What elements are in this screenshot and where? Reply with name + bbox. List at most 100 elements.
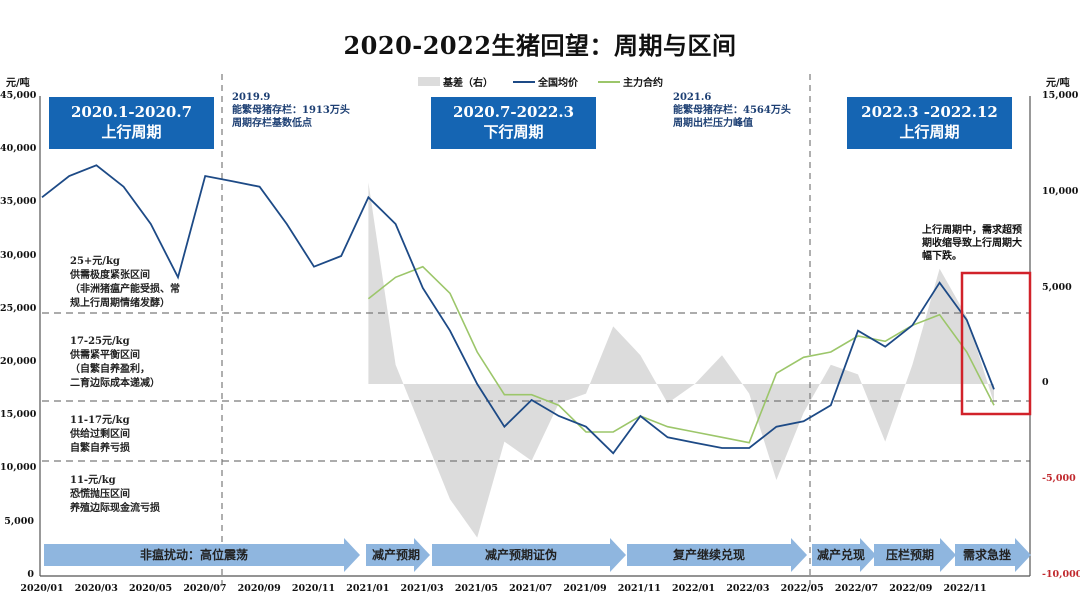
- x-tick: 2020/07: [183, 583, 227, 594]
- phase-arrow-2: 减产预期: [366, 538, 430, 572]
- phase-label: 减产预期证伪: [484, 548, 557, 562]
- note-line: 周期出栏压力峰值: [673, 118, 753, 129]
- chart-title: 2020-2022生猪回望：周期与区间: [343, 31, 737, 60]
- phase-label: 非瘟扰动：高位震荡: [139, 548, 248, 562]
- futures-line-icon: [598, 80, 620, 83]
- zone-note-balance: 17-25元/kg 供需紧平衡区间 （自繁自养盈利， 二育边际成本递减）: [70, 335, 160, 391]
- zone-name: 供给过剩区间: [70, 429, 130, 440]
- x-tick: 2021/11: [617, 583, 661, 594]
- note-2019: 2019.9 能繁母猪存栏：1913万头 周期存栏基数低点: [232, 91, 350, 130]
- zone-price: 17-25元/kg: [70, 336, 130, 347]
- zone-price: 11-元/kg: [70, 475, 116, 486]
- right-tick: 10,000: [1042, 185, 1079, 197]
- phase-label: 减产兑现: [816, 548, 865, 562]
- x-tick: 2021/09: [563, 583, 607, 594]
- zone-desc: 规上行周期情绪发酵）: [70, 298, 170, 309]
- phase-arrow-3: 减产预期证伪: [432, 538, 626, 572]
- note-line: 周期存栏基数低点: [232, 118, 312, 129]
- right-tick: 0: [1042, 377, 1049, 389]
- national-line-icon: [513, 80, 535, 83]
- x-tick: 2020/01: [20, 583, 64, 594]
- note-2021: 2021.6 能繁母猪存栏：4564万头 周期出栏压力峰值: [673, 91, 791, 130]
- left-tick: 15,000: [0, 409, 37, 421]
- cycle-range: 2020.7-2022.3: [452, 103, 575, 121]
- note-line: 能繁母猪存栏：4564万头: [673, 105, 791, 116]
- x-tick: 2022/01: [672, 583, 716, 594]
- callout-note: 上行周期中，需求超预期收缩导致上行周期大幅下跌。: [922, 225, 1022, 262]
- x-tick: 2020/09: [237, 583, 281, 594]
- left-tick: 25,000: [0, 302, 37, 314]
- right-tick: -5,000: [1042, 473, 1076, 485]
- basis-swatch-icon: [418, 77, 440, 86]
- left-tick: 10,000: [0, 462, 37, 474]
- x-tick: 2022/09: [889, 583, 933, 594]
- cycle-label: 上行周期: [899, 123, 960, 141]
- zone-price: 11-17元/kg: [70, 415, 130, 426]
- cycle-range: 2020.1-2020.7: [70, 103, 193, 121]
- national-line: [41, 164, 995, 455]
- x-tick: 2022/07: [834, 583, 879, 594]
- phase-arrow-1: 非瘟扰动：高位震荡: [44, 538, 360, 572]
- right-tick: 15,000: [1042, 90, 1079, 101]
- left-tick: 0: [27, 568, 34, 580]
- phase-label: 减产预期: [371, 548, 420, 562]
- highlight-box: [960, 271, 1032, 416]
- zone-lines: [42, 312, 1030, 462]
- x-tick: 2022/03: [726, 583, 770, 594]
- legend-basis-label: 基差（右）: [443, 78, 493, 89]
- cycle-box-2: 2020.7-2022.3 下行周期: [431, 97, 596, 149]
- x-tick: 2020/05: [129, 583, 173, 594]
- zone-name: 供需极度紧张区间: [70, 270, 150, 281]
- phase-label: 需求急挫: [962, 548, 1011, 562]
- x-tick: 2021/03: [400, 583, 444, 594]
- x-tick: 2021/01: [346, 583, 390, 594]
- zone-note-tight: 25+元/kg 供需极度紧张区间 （非洲猪瘟产能受损、常 规上行周期情绪发酵）: [70, 255, 180, 311]
- right-tick: 5,000: [1042, 281, 1072, 293]
- right-axis-unit: 元/吨: [1046, 78, 1070, 89]
- cycle-range: 2022.3 -2022.12: [861, 103, 998, 121]
- x-tick: 2021/07: [509, 583, 553, 594]
- legend-national-label: 全国均价: [538, 78, 578, 89]
- note-line: 能繁母猪存栏：1913万头: [232, 105, 350, 116]
- left-tick: 45,000: [0, 90, 37, 101]
- legend-national: 全国均价: [513, 74, 578, 89]
- x-tick: 2020/11: [291, 583, 336, 594]
- right-tick: -10,000: [1042, 569, 1080, 580]
- zone-note-surplus: 11-17元/kg 供给过剩区间 自繁自养亏损: [70, 414, 130, 456]
- zone-name: 恐慌抛压区间: [70, 489, 130, 500]
- cycle-label: 上行周期: [101, 123, 162, 141]
- left-tick: 20,000: [0, 356, 37, 367]
- x-tick: 2020/03: [74, 583, 118, 594]
- zone-desc: （非洲猪瘟产能受损、常: [70, 284, 180, 295]
- left-axis-unit: 元/吨: [6, 78, 30, 89]
- zone-desc: 二育边际成本递减）: [70, 378, 160, 389]
- legend-futures-label: 主力合约: [623, 78, 663, 89]
- cycle-label: 下行周期: [483, 123, 544, 141]
- phase-label: 复产继续兑现: [672, 548, 745, 562]
- futures-line: [367, 265, 995, 444]
- basis-area: [368, 182, 994, 538]
- zone-price: 25+元/kg: [70, 256, 120, 267]
- left-tick: 5,000: [4, 515, 34, 527]
- phase-arrow-6: 压栏预期: [874, 538, 956, 572]
- cycle-box-3: 2022.3 -2022.12 上行周期: [847, 97, 1012, 149]
- legend-futures: 主力合约: [598, 74, 663, 89]
- phase-arrow-5: 减产兑现: [812, 538, 876, 572]
- basis-area-fill: [368, 182, 994, 538]
- left-tick: 30,000: [0, 249, 37, 261]
- x-tick: 2022/05: [780, 583, 824, 594]
- zone-note-panic: 11-元/kg 恐慌抛压区间 养殖边际现金流亏损: [70, 474, 160, 516]
- zone-desc: 自繁自养亏损: [70, 443, 130, 454]
- note-date: 2021.6: [673, 92, 712, 103]
- note-date: 2019.9: [232, 92, 271, 103]
- period-divider-lines: [221, 74, 811, 585]
- zone-desc: （自繁自养盈利，: [70, 364, 150, 375]
- left-tick: 35,000: [0, 196, 37, 208]
- phase-arrow-7: 需求急挫: [955, 538, 1031, 572]
- cycle-box-1: 2020.1-2020.7 上行周期: [49, 97, 214, 149]
- legend-basis: 基差（右）: [418, 74, 493, 89]
- zone-name: 供需紧平衡区间: [70, 350, 140, 361]
- phase-label: 压栏预期: [885, 548, 934, 562]
- phase-arrow-4: 复产继续兑现: [627, 538, 807, 572]
